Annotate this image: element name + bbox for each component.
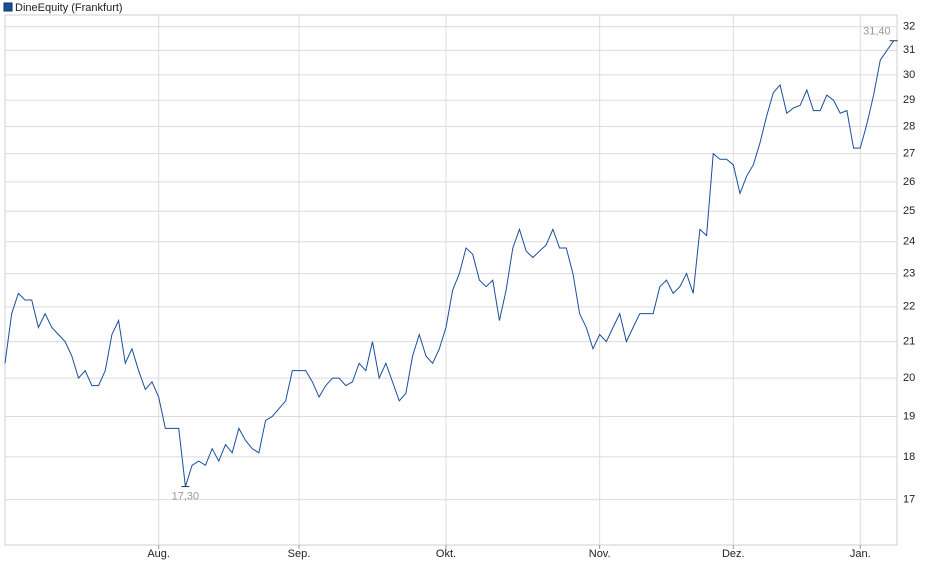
y-tick-label: 24 [903,236,915,248]
y-tick-label: 29 [903,94,915,106]
legend-swatch [3,2,13,12]
y-tick-label: 22 [903,301,915,313]
y-tick-label: 23 [903,267,915,279]
y-tick-label: 19 [903,410,915,422]
y-tick-label: 17 [903,494,915,506]
x-tick-label: Jan. [850,548,871,560]
x-tick-label: Nov. [589,548,611,560]
annotation-label: 17,30 [172,490,200,502]
x-tick-label: Dez. [722,548,745,560]
legend-label: DineEquity (Frankfurt) [15,2,123,14]
x-tick-label: Sep. [288,548,311,560]
y-tick-label: 18 [903,451,915,463]
annotation-label: 31,40 [863,26,891,38]
y-tick-label: 28 [903,120,915,132]
y-tick-label: 31 [903,44,915,56]
x-tick-label: Aug. [147,548,170,560]
plot-frame [4,14,898,546]
x-tick-label: Okt. [436,548,456,560]
price-line [4,40,895,487]
y-tick-label: 25 [903,205,915,217]
y-tick-label: 30 [903,69,915,81]
y-tick-label: 21 [903,336,915,348]
y-tick-label: 20 [903,372,915,384]
y-tick-label: 27 [903,148,915,160]
y-tick-label: 32 [903,21,915,33]
y-tick-label: 26 [903,176,915,188]
